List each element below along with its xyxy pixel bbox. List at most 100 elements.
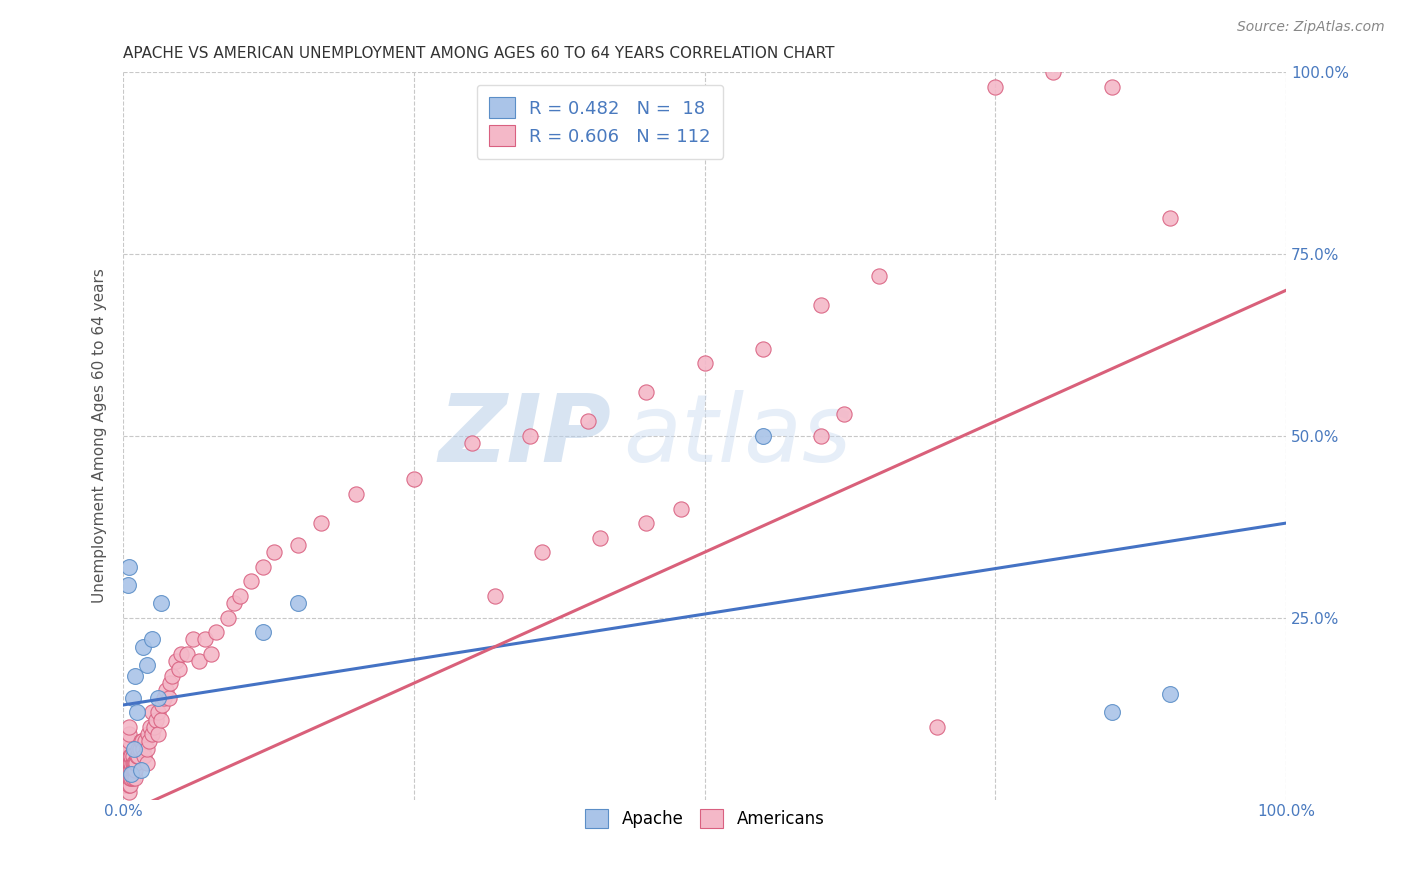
Point [832,407,855,421]
Point [530,545,553,559]
Point [117,764,139,778]
Point [148,690,170,705]
Point [118,720,141,734]
Point [120,748,142,763]
Point [160,669,183,683]
Point [122,741,145,756]
Point [1159,687,1181,701]
Point [118,771,141,785]
Point [927,720,949,734]
Point [287,596,309,610]
Point [127,705,149,719]
Point [118,727,141,741]
Point [693,356,716,370]
Text: ZIP: ZIP [439,390,612,482]
Text: APACHE VS AMERICAN UNEMPLOYMENT AMONG AGES 60 TO 64 YEARS CORRELATION CHART: APACHE VS AMERICAN UNEMPLOYMENT AMONG AG… [124,46,835,62]
Point [194,632,217,647]
Point [135,741,157,756]
Point [121,771,143,785]
Point [114,764,136,778]
Point [135,657,157,672]
Point [222,596,245,610]
Point [149,596,172,610]
Text: Source: ZipAtlas.com: Source: ZipAtlas.com [1237,20,1385,34]
Point [187,654,209,668]
Text: atlas: atlas [623,391,852,482]
Point [114,756,136,771]
Point [141,632,163,647]
Point [128,741,150,756]
Legend: Apache, Americans: Apache, Americans [578,802,831,835]
Point [153,690,176,705]
Point [142,720,165,734]
Point [120,767,142,781]
Point [120,756,142,771]
Point [810,429,832,443]
Point [131,734,153,748]
Point [752,429,775,443]
Point [121,748,143,763]
Point [136,727,159,741]
Point [402,473,425,487]
Point [263,545,285,559]
Point [139,720,162,734]
Point [167,662,190,676]
Point [115,756,138,771]
Point [252,625,274,640]
Point [344,487,367,501]
Point [115,771,138,785]
Point [127,741,149,756]
Point [120,764,142,778]
Point [118,764,141,778]
Point [127,748,149,763]
Point [138,734,160,748]
Point [118,734,141,748]
Point [132,741,155,756]
Point [636,516,658,530]
Point [671,501,693,516]
Point [124,764,146,778]
Point [117,741,139,756]
Point [120,748,142,763]
Point [217,610,239,624]
Point [589,531,612,545]
Point [124,756,146,771]
Point [115,778,138,792]
Point [124,771,146,785]
Point [129,734,152,748]
Point [170,647,193,661]
Point [149,713,172,727]
Point [124,669,146,683]
Point [117,778,139,792]
Y-axis label: Unemployment Among Ages 60 to 64 years: Unemployment Among Ages 60 to 64 years [93,268,107,603]
Point [309,516,332,530]
Point [135,756,157,771]
Point [117,578,139,592]
Point [150,698,173,712]
Point [240,574,263,589]
Point [810,298,832,312]
Point [118,785,141,799]
Point [181,632,204,647]
Point [461,436,484,450]
Point [287,538,309,552]
Point [1042,65,1064,79]
Point [121,690,143,705]
Point [114,764,136,778]
Point [157,690,180,705]
Point [134,748,156,763]
Point [122,756,145,771]
Point [114,778,136,792]
Point [1101,79,1123,94]
Point [484,589,506,603]
Point [132,640,155,654]
Point [1101,705,1123,719]
Point [121,764,143,778]
Point [519,429,541,443]
Point [200,647,222,661]
Point [117,748,139,763]
Point [252,559,274,574]
Point [134,734,156,748]
Point [118,748,141,763]
Point [120,771,142,785]
